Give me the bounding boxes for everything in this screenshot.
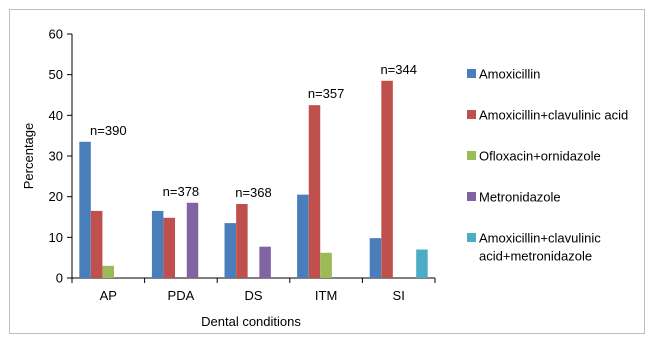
y-tick-label: 40 xyxy=(49,108,63,123)
y-tick-label: 30 xyxy=(49,149,63,164)
sample-size-label: n=357 xyxy=(308,86,345,101)
legend-swatch xyxy=(467,192,476,201)
x-tick-label: PDA xyxy=(168,288,195,303)
sample-size-label: n=368 xyxy=(235,185,272,200)
sample-size-label: n=344 xyxy=(380,62,417,77)
bar xyxy=(308,105,321,279)
bar xyxy=(151,210,164,278)
legend-label: acid+metronidazole xyxy=(479,249,592,264)
y-tick-label: 20 xyxy=(49,189,63,204)
legend-swatch xyxy=(467,151,476,160)
x-tick-label: DS xyxy=(244,288,262,303)
legend-label: Ofloxacin+ornidazole xyxy=(479,149,601,164)
x-axis: AP PDA DS ITM SI xyxy=(71,277,436,303)
bar xyxy=(79,141,91,278)
bar xyxy=(416,249,428,278)
bar xyxy=(102,265,115,278)
legend: Amoxicillin Amoxicillin+clavulinic acid Of… xyxy=(467,67,628,264)
sample-size-label: n=390 xyxy=(90,123,127,138)
legend-label: Amoxicillin+clavulinic xyxy=(479,231,601,246)
legend-label: Amoxicillin+clavulinic acid xyxy=(479,108,628,123)
legend-label: Metronidazole xyxy=(479,190,561,205)
legend-label: Amoxicillin xyxy=(479,67,540,82)
bars xyxy=(79,80,428,279)
y-tick-label: 60 xyxy=(49,27,63,42)
bar xyxy=(369,238,382,278)
x-tick-label: SI xyxy=(393,288,405,303)
bar xyxy=(320,252,332,278)
x-tick-label: AP xyxy=(100,288,117,303)
x-axis-title: Dental conditions xyxy=(201,314,301,329)
y-tick-label: 0 xyxy=(56,271,63,286)
legend-swatch xyxy=(467,233,476,242)
bar xyxy=(297,194,309,278)
x-tick-label: ITM xyxy=(315,288,337,303)
sample-size-label: n=378 xyxy=(163,184,200,199)
chart-frame: 0 10 20 30 40 50 60 AP PDA DS ITM SI n=390 n=378 n=3… xyxy=(9,9,645,334)
bar xyxy=(259,246,271,278)
y-tick-label: 50 xyxy=(49,67,63,82)
y-axis: 0 10 20 30 40 50 60 xyxy=(49,27,73,286)
legend-swatch xyxy=(467,110,476,119)
bar xyxy=(186,202,199,278)
annotations: n=390 n=378 n=368 n=357 n=344 xyxy=(90,62,417,200)
bar xyxy=(224,223,237,278)
bar xyxy=(163,217,176,278)
bar xyxy=(381,80,393,279)
legend-swatch xyxy=(467,69,476,78)
bar xyxy=(236,203,248,278)
y-axis-title: Percentage xyxy=(21,123,36,190)
y-tick-label: 10 xyxy=(49,230,63,245)
bar xyxy=(90,210,103,278)
